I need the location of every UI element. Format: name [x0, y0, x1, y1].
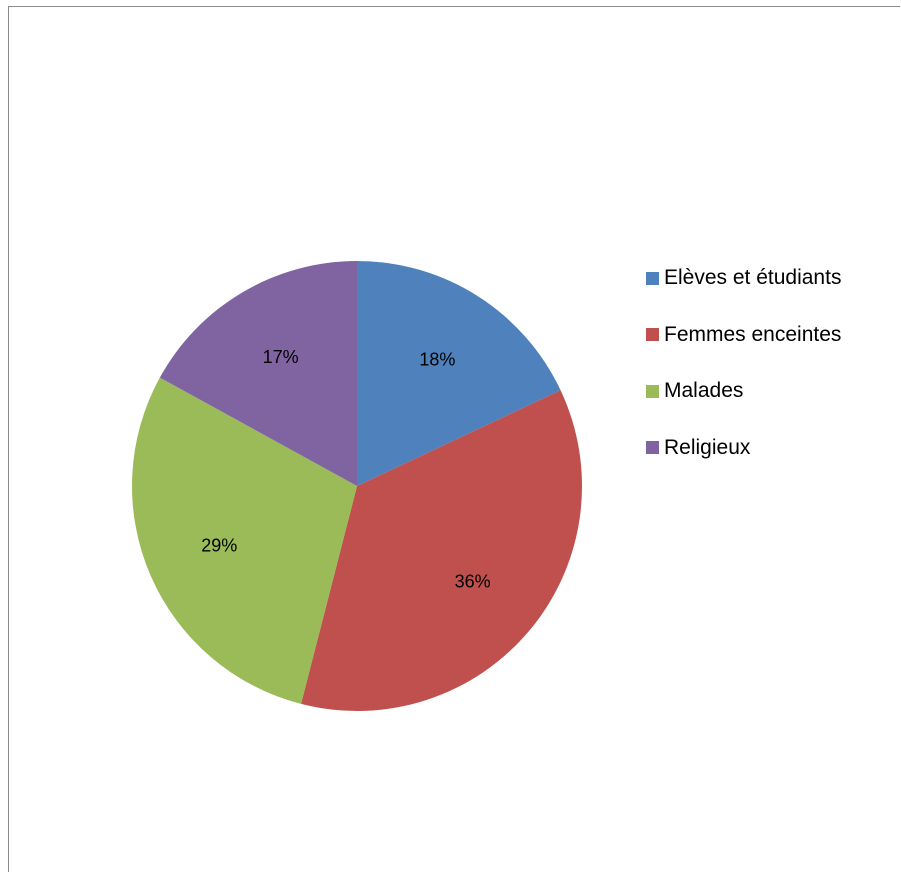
legend-item-femmes: Femmes enceintes	[646, 321, 841, 349]
legend-item-eleves: Elèves et étudiants	[646, 264, 841, 292]
pie-data-labels: 18% 36% 29% 17%	[201, 347, 490, 592]
legend-label: Femmes enceintes	[664, 322, 842, 346]
data-label-malades: 29%	[201, 536, 237, 556]
pie-slice-malades	[132, 377, 357, 704]
legend-swatch	[646, 384, 659, 398]
legend-label: Religieux	[664, 435, 751, 459]
legend-item-malades: Malades	[646, 377, 841, 405]
legend-swatch	[646, 271, 659, 285]
legend: Elèves et étudiants Femmes enceintes Mal…	[646, 264, 841, 490]
pie-slice-femmes	[301, 390, 583, 712]
legend-swatch	[646, 328, 659, 341]
pie-slice-religieux	[159, 261, 357, 486]
data-label-religieux: 17%	[263, 347, 299, 367]
data-label-femmes: 36%	[455, 572, 491, 592]
legend-item-religieux: Religieux	[646, 434, 841, 462]
legend-swatch	[646, 441, 659, 454]
legend-label: Malades	[664, 379, 744, 402]
data-label-eleves: 18%	[419, 349, 455, 369]
pie-slice-eleves	[357, 261, 561, 486]
legend-label: Elèves et étudiants	[664, 266, 842, 289]
pie-slices	[132, 261, 583, 712]
